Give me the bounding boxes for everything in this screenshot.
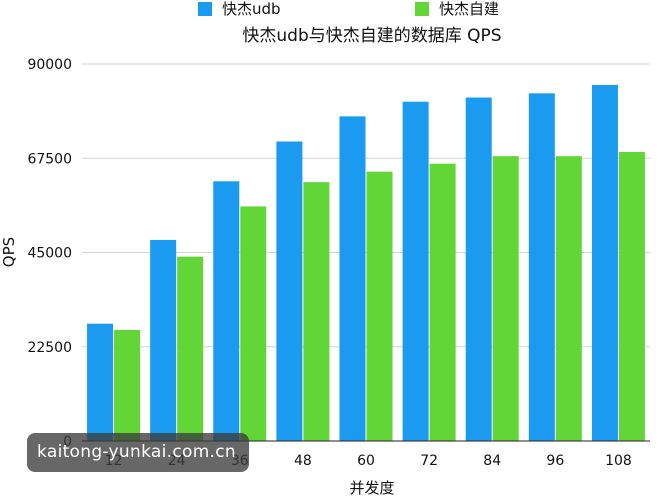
watermark-text: kaitong-yunkai.com.cn [37,442,236,462]
bar-self-built-48 [303,182,330,442]
bars [87,84,645,442]
watermark-box [27,433,249,472]
bar-udb-84 [465,97,492,441]
bar-self-built-12 [114,329,141,441]
x-tick-label: 60 [357,453,375,469]
y-tick-label: 22500 [27,340,72,356]
bar-self-built-36 [240,206,267,441]
legend-swatch-1 [415,2,429,16]
bar-self-built-24 [177,256,204,441]
x-tick-label: 108 [605,453,632,469]
bar-udb-24 [150,239,177,441]
bar-self-built-84 [492,156,519,441]
legend-label-1: 快杰自建 [439,0,499,18]
x-axis-label: 并发度 [349,479,394,497]
bar-udb-60 [339,116,366,441]
x-tick-label: 48 [294,453,312,469]
y-tick-label: 45000 [27,246,72,262]
legend: 快杰udb 快杰自建 [198,0,499,18]
bar-udb-48 [276,141,303,441]
bar-udb-108 [591,84,618,441]
bar-self-built-72 [429,163,456,441]
bar-self-built-96 [555,156,582,441]
x-tick-label: 84 [483,453,501,469]
bar-self-built-108 [618,151,645,441]
x-tick-label: 72 [420,453,438,469]
legend-swatch-0 [198,2,212,16]
bar-self-built-60 [366,171,393,441]
legend-label-0: 快杰udb [222,0,281,18]
bar-udb-96 [528,93,555,442]
x-tick-label: 96 [546,453,564,469]
bar-udb-36 [213,181,240,442]
bar-udb-72 [402,101,429,441]
bar-udb-12 [87,323,114,441]
grid-lines [82,63,650,348]
y-tick-label: 67500 [27,151,72,167]
y-axis-label: QPS [0,237,18,267]
chart-title: 快杰udb与快杰自建的数据库 QPS [242,26,501,46]
y-tick-label: 90000 [27,57,72,73]
